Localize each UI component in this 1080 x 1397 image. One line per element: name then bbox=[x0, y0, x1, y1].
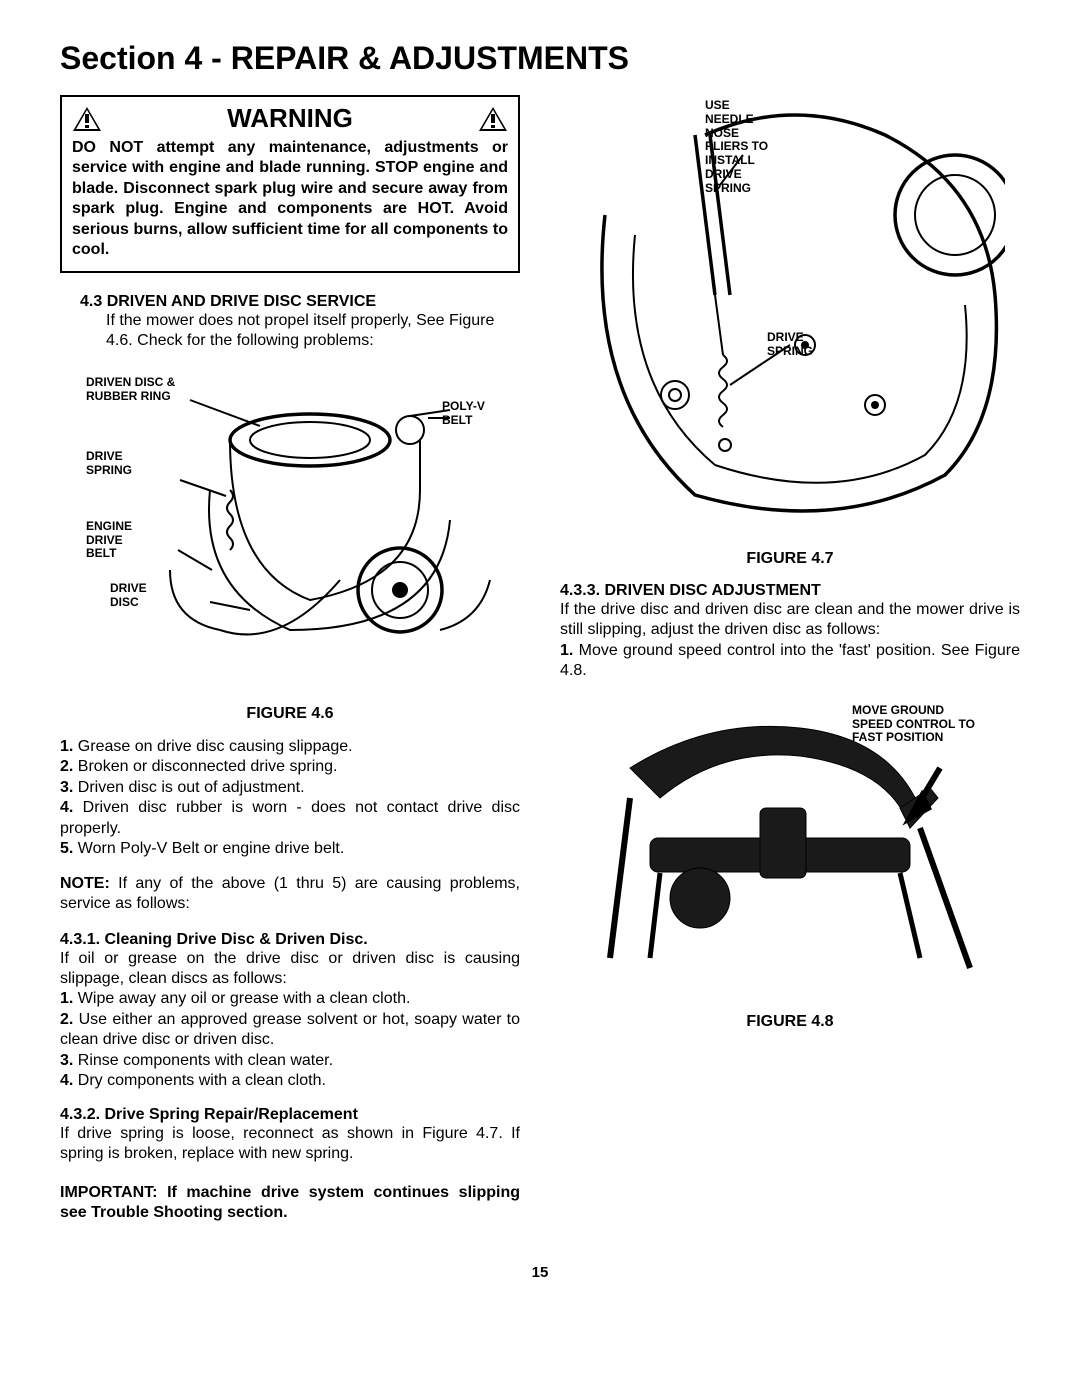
warning-triangle-icon bbox=[72, 106, 102, 132]
problem-1: Grease on drive disc causing slippage. bbox=[78, 738, 353, 755]
list-item: 3. Rinse components with clean water. bbox=[60, 1051, 520, 1071]
intro-4-3-3: If the drive disc and driven disc are cl… bbox=[560, 600, 1020, 641]
right-column: USE NEEDLE NOSE PLIERS TO INSTALL DRIVE … bbox=[560, 95, 1020, 1224]
fig46-label-drive-disc: DRIVE DISC bbox=[110, 582, 147, 610]
list-item: 1. Grease on drive disc causing slippage… bbox=[60, 737, 520, 757]
figure-4-7-illustration bbox=[575, 95, 1005, 535]
problem-4: Driven disc rubber is worn - does not co… bbox=[60, 799, 520, 836]
heading-4-3: 4.3 DRIVEN AND DRIVE DISC SERVICE bbox=[80, 293, 520, 311]
figure-4-6-caption: FIGURE 4.6 bbox=[60, 705, 520, 723]
step-431-1: Wipe away any oil or grease with a clean… bbox=[78, 990, 411, 1007]
heading-4-3-1: 4.3.1. Cleaning Drive Disc & Driven Disc… bbox=[60, 931, 520, 949]
left-column: WARNING DO NOT attempt any maintenance, … bbox=[60, 95, 520, 1224]
heading-4-3-2: 4.3.2. Drive Spring Repair/Replacement bbox=[60, 1106, 520, 1124]
note-label: NOTE: bbox=[60, 875, 110, 892]
list-item: 2. Broken or disconnected drive spring. bbox=[60, 757, 520, 777]
step-431-4: Dry components with a clean cloth. bbox=[78, 1072, 326, 1089]
problem-3: Driven disc is out of adjustment. bbox=[78, 779, 305, 796]
fig47-label-pliers: USE NEEDLE NOSE PLIERS TO INSTALL DRIVE … bbox=[705, 99, 768, 196]
intro-4-3: If the mower does not propel itself prop… bbox=[106, 311, 520, 352]
warning-triangle-icon bbox=[478, 106, 508, 132]
warning-box: WARNING DO NOT attempt any maintenance, … bbox=[60, 95, 520, 273]
warning-body-text: DO NOT attempt any maintenance, adjustme… bbox=[72, 138, 508, 261]
step-433-1: 1. Move ground speed control into the 'f… bbox=[560, 641, 1020, 682]
problem-2: Broken or disconnected drive spring. bbox=[78, 758, 338, 775]
fig48-label-move: MOVE GROUND SPEED CONTROL TO FAST POSITI… bbox=[852, 704, 975, 745]
figure-4-7-caption: FIGURE 4.7 bbox=[560, 550, 1020, 568]
step-text: Move ground speed control into the 'fast… bbox=[560, 642, 1020, 679]
list-item: 3. Driven disc is out of adjustment. bbox=[60, 778, 520, 798]
warning-title: WARNING bbox=[102, 103, 478, 134]
list-item: 4. Driven disc rubber is worn - does not… bbox=[60, 798, 520, 839]
intro-4-3-1: If oil or grease on the drive disc or dr… bbox=[60, 949, 520, 990]
two-column-layout: WARNING DO NOT attempt any maintenance, … bbox=[60, 95, 1020, 1224]
list-item: 2. Use either an approved grease solvent… bbox=[60, 1010, 520, 1051]
page-number: 15 bbox=[60, 1264, 1020, 1281]
fig46-label-polyv: POLY-V BELT bbox=[442, 400, 485, 428]
figure-4-8-caption: FIGURE 4.8 bbox=[560, 1013, 1020, 1031]
figure-4-6: DRIVEN DISC & RUBBER RING POLY-V BELT DR… bbox=[60, 370, 520, 723]
heading-4-3-3: 4.3.3. DRIVEN DISC ADJUSTMENT bbox=[560, 582, 1020, 600]
note-text: If any of the above (1 thru 5) are causi… bbox=[60, 875, 520, 912]
fig46-label-driven-disc: DRIVEN DISC & RUBBER RING bbox=[86, 376, 175, 404]
note: NOTE: If any of the above (1 thru 5) are… bbox=[60, 874, 520, 915]
problem-list: 1. Grease on drive disc causing slippage… bbox=[60, 737, 520, 860]
figure-4-6-illustration bbox=[80, 370, 500, 690]
figure-4-7: USE NEEDLE NOSE PLIERS TO INSTALL DRIVE … bbox=[560, 95, 1020, 568]
list-item: 5. Worn Poly-V Belt or engine drive belt… bbox=[60, 839, 520, 859]
step-431-3: Rinse components with clean water. bbox=[78, 1052, 333, 1069]
body-4-3-2: If drive spring is loose, reconnect as s… bbox=[60, 1124, 520, 1165]
problem-5: Worn Poly-V Belt or engine drive belt. bbox=[78, 840, 345, 857]
step-431-2: Use either an approved grease solvent or… bbox=[60, 1011, 520, 1048]
fig46-label-drive-spring: DRIVE SPRING bbox=[86, 450, 132, 478]
fig47-label-drive-spring: DRIVE SPRING bbox=[767, 331, 813, 359]
step-num: 1. bbox=[560, 642, 573, 659]
fig46-label-engine-belt: ENGINE DRIVE BELT bbox=[86, 520, 132, 561]
list-item: 4. Dry components with a clean cloth. bbox=[60, 1071, 520, 1091]
warning-header: WARNING bbox=[72, 103, 508, 134]
important-note: IMPORTANT: If machine drive system conti… bbox=[60, 1183, 520, 1224]
list-item: 1. Wipe away any oil or grease with a cl… bbox=[60, 989, 520, 1009]
section-title: Section 4 - REPAIR & ADJUSTMENTS bbox=[60, 40, 1020, 77]
figure-4-8: MOVE GROUND SPEED CONTROL TO FAST POSITI… bbox=[560, 698, 1020, 1031]
